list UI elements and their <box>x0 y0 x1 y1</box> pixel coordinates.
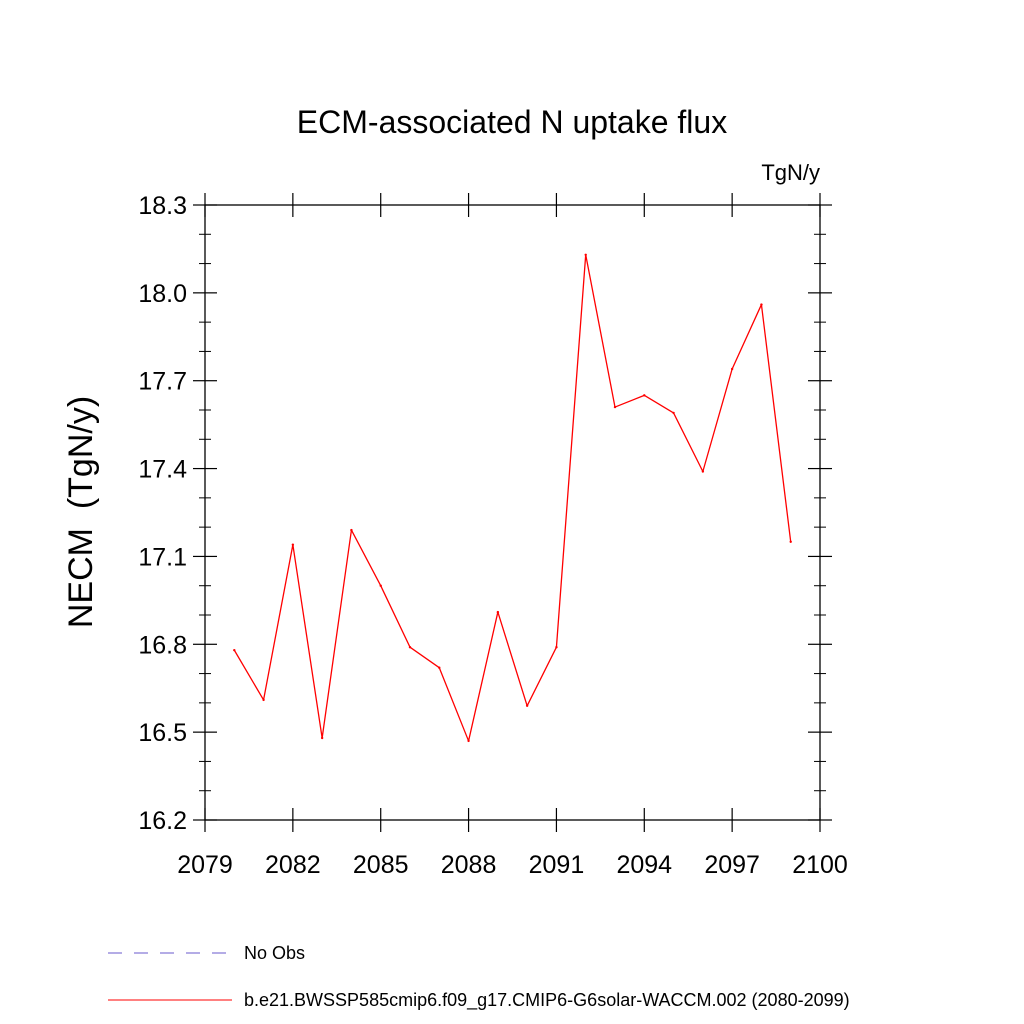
data-point <box>555 646 558 649</box>
x-tick-label: 2091 <box>529 851 585 879</box>
x-ticks: 2079 2082 2085 2088 2091 2094 2097 2100 <box>177 193 848 879</box>
chart-title: ECM-associated N uptake flux <box>297 104 727 140</box>
units-label: TgN/y <box>761 160 820 185</box>
y-tick-label: 17.1 <box>138 543 187 571</box>
y-tick-label: 16.5 <box>138 719 187 747</box>
data-point <box>789 540 792 543</box>
legend: No Obs b.e21.BWSSP585cmip6.f09_g17.CMIP6-… <box>108 943 850 1011</box>
data-point <box>233 648 236 652</box>
x-tick-label: 2079 <box>177 851 233 879</box>
data-point <box>438 666 441 669</box>
data-point <box>730 367 734 371</box>
legend-label: b.e21.BWSSP585cmip6.f09_g17.CMIP6-G6sola… <box>244 990 850 1011</box>
x-tick-label: 2085 <box>353 851 409 879</box>
legend-label: No Obs <box>244 943 305 963</box>
y-ticks: 16.2 16.5 16.8 17.1 17.4 17.7 18.0 18.3 <box>138 192 832 835</box>
y-tick-label: 18.3 <box>138 192 187 220</box>
x-tick-label: 2100 <box>792 851 848 879</box>
y-tick-label: 16.2 <box>138 807 187 835</box>
y-tick-label: 17.4 <box>138 456 187 484</box>
data-point <box>467 739 470 743</box>
plot-frame <box>204 204 821 821</box>
y-tick-label: 18.0 <box>138 280 187 308</box>
y-axis-label: NECM (TgN/y) <box>62 396 100 628</box>
data-point <box>262 698 265 702</box>
x-tick-label: 2094 <box>616 851 672 879</box>
data-point <box>613 405 617 409</box>
data-point <box>760 303 763 306</box>
data-point <box>379 584 382 587</box>
x-tick-label: 2097 <box>704 851 760 879</box>
series-line <box>233 254 792 742</box>
data-point <box>320 736 324 740</box>
data-point <box>701 470 705 473</box>
x-tick-label: 2082 <box>265 851 321 879</box>
x-tick-label: 2088 <box>441 851 497 879</box>
data-point <box>496 610 500 614</box>
series-layer <box>233 253 792 743</box>
data-point <box>672 411 675 415</box>
data-point <box>584 253 587 256</box>
y-tick-label: 16.8 <box>138 631 187 659</box>
data-point <box>408 646 412 649</box>
data-point <box>525 704 529 707</box>
data-point <box>643 394 646 397</box>
data-point <box>291 543 295 546</box>
data-point <box>350 528 353 532</box>
y-tick-label: 17.7 <box>138 368 187 396</box>
